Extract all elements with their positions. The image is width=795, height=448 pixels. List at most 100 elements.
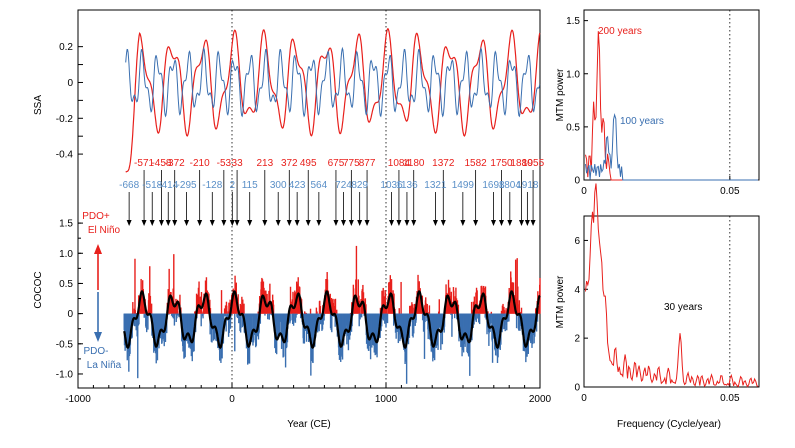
mtm-ssa-axes: 0 0.5 1.0 1.5 0 0.05 — [566, 10, 740, 197]
ssa-ytick-label: 0 — [67, 78, 73, 89]
cococ-y-axis: 1.5 1.0 0.5 0 -0.5 -1.0 — [56, 219, 83, 380]
blue-event-arrow — [490, 220, 496, 226]
red-event-label: -571 — [134, 158, 154, 169]
blue-event-label: -128 — [202, 180, 222, 191]
blue-event-label: 300 — [270, 180, 287, 191]
red-event-label: 1180 — [403, 158, 425, 169]
mtm_ssa-ytick-label: 0.5 — [566, 122, 580, 133]
mtm-ssa-blue-line — [585, 112, 759, 181]
mtm_cococ-ytick-label: 2 — [574, 334, 580, 345]
red-event-label: 1750 — [490, 158, 513, 169]
ssa-ytick-label: -0.4 — [56, 150, 74, 161]
blue-event-arrow — [165, 220, 171, 226]
year-xtick-label: 0 — [229, 394, 235, 405]
peak-100-label: 100 years — [620, 116, 664, 127]
blue-event-arrow — [294, 220, 300, 226]
mtm_ssa-ytick-label: 1.5 — [566, 16, 580, 27]
blue-event-arrow — [432, 220, 438, 226]
mtm_cococ-xtick-label: 0.05 — [720, 393, 740, 404]
red-event-arrow — [234, 220, 240, 226]
red-event-arrow — [396, 220, 402, 226]
red-event-label: 1084 — [388, 158, 411, 169]
blue-event-arrow — [149, 220, 155, 226]
red-event-arrow — [530, 220, 536, 226]
red-event-label: 1372 — [432, 158, 455, 169]
mtm-cococ-axes: 0 2 4 6 0 0.05 — [574, 216, 740, 404]
blue-event-label: 2 — [230, 180, 236, 191]
red-event-label: -53 — [217, 158, 232, 169]
red-event-label: 213 — [256, 158, 273, 169]
red-event-arrow — [305, 220, 311, 226]
down-arrow — [94, 292, 102, 342]
mtm_cococ-ytick-label: 0 — [574, 383, 580, 394]
red-event-arrow — [197, 220, 203, 226]
red-event-label: 33 — [232, 158, 244, 169]
peak-30-label: 30 years — [664, 302, 702, 313]
mtm_ssa-ytick-label: 1.0 — [566, 69, 580, 80]
red-event-label: 675 — [328, 158, 345, 169]
red-event-arrow — [172, 220, 178, 226]
ssa-red-line — [125, 28, 541, 173]
red-event-label: 1582 — [465, 158, 488, 169]
blue-event-label: 564 — [311, 180, 328, 191]
mtm-cococ-frame — [583, 215, 760, 388]
blue-event-label: 1804 — [499, 180, 522, 191]
year-xtick-label: 2000 — [529, 394, 552, 405]
red-event-label: -372 — [165, 158, 185, 169]
mtm_ssa-xtick-label: 0.05 — [720, 186, 740, 197]
blue-event-arrow — [507, 220, 513, 226]
red-event-arrow — [286, 220, 292, 226]
blue-event-arrow — [389, 220, 395, 226]
mtm-ssa-ylabel: MTM power — [555, 68, 566, 121]
year-xlabel: Year (CE) — [287, 419, 331, 430]
blue-event-label: 724 — [335, 180, 352, 191]
blue-event-arrow — [126, 220, 132, 226]
mtm-cococ-series — [585, 183, 759, 388]
blue-event-label: 423 — [289, 180, 306, 191]
year-x-axis: -1000 0 1000 2000 — [65, 383, 552, 405]
blue-event-arrow — [229, 220, 235, 226]
pdo-minus-label: PDO- — [84, 346, 109, 357]
red-event-arrow — [141, 220, 147, 226]
cococ-ytick-label: 0.5 — [59, 279, 73, 290]
red-event-arrow — [519, 220, 525, 226]
red-event-label: 1955 — [522, 158, 545, 169]
cococ-ytick-label: 1.5 — [59, 219, 73, 230]
cococ-ytick-label: -1.0 — [56, 369, 74, 380]
ssa-ylabel: SSA — [33, 95, 44, 115]
mtm_ssa-xtick-label: 0 — [581, 186, 587, 197]
blue-event-label: 1036 — [380, 180, 403, 191]
year-xtick-label: -1000 — [65, 394, 91, 405]
year-xtick-label: 1000 — [375, 394, 398, 405]
blue-event-label: 1321 — [424, 180, 447, 191]
blue-event-label: -668 — [119, 180, 139, 191]
red-event-arrow — [221, 220, 227, 226]
mtm_cococ-ytick-label: 4 — [574, 285, 580, 296]
red-event-arrow — [348, 220, 354, 226]
mtm-ssa-series — [585, 31, 759, 181]
blue-event-label: 1918 — [516, 180, 539, 191]
el-nino-label: El Niño — [88, 225, 121, 236]
blue-event-arrow — [316, 220, 322, 226]
blue-event-label: 1698 — [482, 180, 505, 191]
blue-event-arrow — [209, 220, 215, 226]
blue-event-arrow — [357, 220, 363, 226]
red-event-label: -210 — [190, 158, 210, 169]
blue-event-label: -414 — [158, 180, 178, 191]
ssa-ytick-label: 0.2 — [59, 42, 73, 53]
left-panel: SSA COCOC Year (CE) 0.2 0 -0.2 -0.4 1.5 1.0 0… — [33, 9, 552, 430]
mtm-cococ-red-line — [585, 183, 759, 388]
blue-event-arrow — [247, 220, 253, 226]
ssa-ytick-label: -0.2 — [56, 114, 74, 125]
red-event-label: 495 — [300, 158, 317, 169]
cococ-ytick-label: 1.0 — [59, 249, 73, 260]
cococ-smoothed-line — [123, 290, 541, 349]
blue-event-label: -295 — [177, 180, 197, 191]
ssa-blue-line — [125, 46, 541, 118]
blue-event-label: -518 — [142, 180, 162, 191]
red-event-arrow — [411, 220, 417, 226]
red-event-label: 775 — [343, 158, 360, 169]
blue-event-label: 829 — [351, 180, 368, 191]
